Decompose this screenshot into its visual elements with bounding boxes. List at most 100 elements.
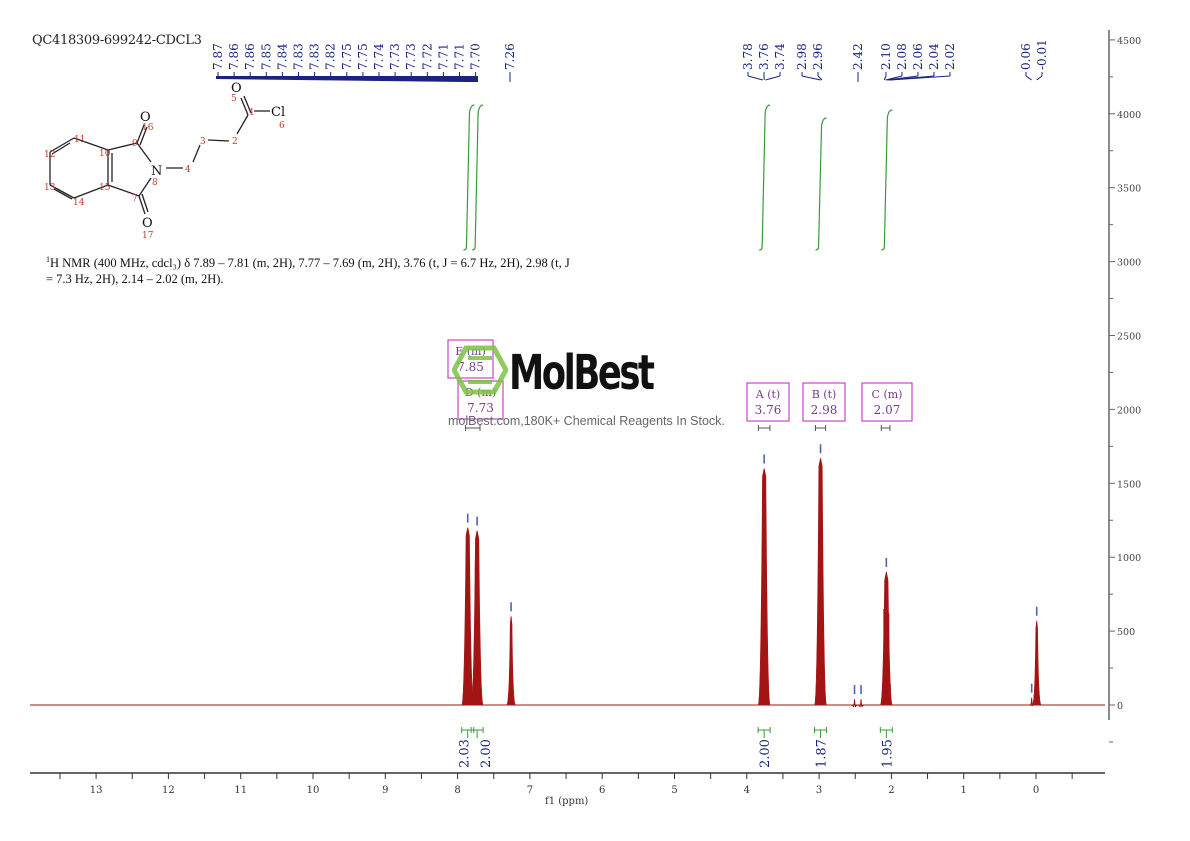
x-tick-label: 2 bbox=[888, 785, 894, 796]
integral-range-marker bbox=[814, 727, 828, 738]
atom-number: 14 bbox=[73, 198, 85, 208]
y-tick-label: 1000 bbox=[1117, 553, 1141, 564]
y-tick-label: 2500 bbox=[1117, 332, 1141, 343]
peak-shift-label: 7.72 bbox=[420, 43, 434, 70]
multiplet-box bbox=[447, 339, 494, 379]
multiplet-range-marker bbox=[814, 425, 827, 431]
x-tick-label: 13 bbox=[90, 785, 103, 796]
sample-id-title: QC418309-699242-CDCL3 bbox=[32, 33, 202, 48]
x-tick-label: 6 bbox=[599, 785, 605, 796]
peak-shift-label: 7.73 bbox=[404, 43, 418, 70]
peak-shift-label: 7.71 bbox=[453, 43, 467, 70]
peak-shift-label: 2.42 bbox=[851, 43, 865, 70]
atom-o16: O bbox=[140, 110, 151, 125]
integral-value: 1.95 bbox=[880, 739, 895, 768]
peak-label-leader bbox=[765, 75, 781, 81]
x-tick-label: 0 bbox=[1033, 785, 1039, 796]
multiplet-shift: 7.73 bbox=[467, 401, 494, 415]
integral-range-marker bbox=[470, 727, 484, 738]
peak-shift-label: 2.02 bbox=[943, 43, 957, 70]
peak-label-bracket bbox=[216, 76, 478, 82]
multiplet-range-marker bbox=[465, 425, 481, 431]
x-tick-label: 4 bbox=[744, 785, 750, 796]
atom-number: 9 bbox=[132, 139, 138, 149]
multiplet-label: C (m) bbox=[872, 388, 903, 401]
chemical-structure: O O N O Cl 1 2 3 4 5 6 7 8 9 10 11 12 13… bbox=[44, 81, 285, 241]
atom-number: 11 bbox=[74, 135, 85, 145]
atom-number: 12 bbox=[44, 150, 55, 160]
peak-label-leader bbox=[883, 75, 887, 81]
atom-number: 16 bbox=[142, 123, 154, 133]
peak-shift-label: 7.71 bbox=[436, 43, 450, 70]
peak-shift-label: 7.85 bbox=[259, 43, 273, 70]
nmr-description: 1H NMR (400 MHz, cdcl₃) δ 7.89 – 7.81 (m… bbox=[46, 252, 626, 287]
atom-number: 8 bbox=[152, 178, 158, 188]
integral-range-marker bbox=[461, 727, 475, 738]
spectrum-peak bbox=[1031, 620, 1042, 706]
peak-shift-label: 0.06 bbox=[1019, 43, 1033, 70]
peak-shift-label: 7.74 bbox=[372, 43, 386, 70]
nmr-text-line1: H NMR (400 MHz, cdcl₃) δ 7.89 – 7.81 (m,… bbox=[50, 256, 570, 271]
peak-label-leader bbox=[1036, 75, 1043, 81]
integral-curve bbox=[815, 117, 827, 251]
peak-label-leader bbox=[801, 75, 821, 81]
spectrum-peak bbox=[1027, 697, 1037, 707]
peak-shift-label: 7.84 bbox=[275, 43, 289, 70]
peak-shift-label: 7.87 bbox=[211, 43, 225, 70]
atom-number: 13 bbox=[44, 183, 56, 193]
peak-label-leader bbox=[889, 75, 951, 81]
atom-number: 7 bbox=[132, 194, 138, 204]
atom-number: 5 bbox=[231, 94, 237, 104]
integral-curve bbox=[881, 109, 893, 251]
multiplet-shift: 3.76 bbox=[755, 403, 782, 417]
spectrum-peak bbox=[849, 699, 860, 708]
x-tick-label: 12 bbox=[162, 785, 175, 796]
peak-shift-label: 7.70 bbox=[469, 43, 483, 70]
y-tick-label: 4000 bbox=[1117, 110, 1141, 121]
multiplet-range-marker bbox=[880, 425, 891, 431]
integral-range-marker bbox=[757, 727, 771, 738]
spectrum-peak bbox=[470, 530, 484, 706]
atom-number: 2 bbox=[232, 137, 238, 147]
atom-n8: N bbox=[151, 164, 162, 179]
multiplet-shift: 2.98 bbox=[811, 403, 838, 417]
spectrum-peak bbox=[856, 699, 866, 708]
peak-shift-label: 7.86 bbox=[243, 43, 257, 70]
peak-shift-label: 7.75 bbox=[356, 43, 370, 70]
peak-shift-label: 7.75 bbox=[340, 43, 354, 70]
peak-shift-label: 2.98 bbox=[795, 43, 809, 70]
peak-shift-label: 2.04 bbox=[927, 43, 941, 70]
peak-shift-label: 2.10 bbox=[879, 43, 893, 70]
atom-number: 15 bbox=[99, 183, 111, 193]
atom-number: 3 bbox=[200, 137, 206, 147]
peak-shift-label: 3.78 bbox=[741, 43, 755, 70]
y-tick-label: 4500 bbox=[1117, 36, 1141, 47]
integral-value: 2.03 bbox=[458, 739, 473, 768]
integral-curve bbox=[472, 104, 484, 251]
atom-number: 17 bbox=[142, 231, 154, 241]
peak-label-leader bbox=[1025, 75, 1032, 81]
peak-shift-label: 7.26 bbox=[503, 43, 517, 70]
x-axis-title: f1 (ppm) bbox=[545, 796, 589, 807]
peak-shift-label: 2.96 bbox=[811, 43, 825, 70]
peak-shift-label: 2.06 bbox=[911, 43, 925, 70]
multiplet-label: B (t) bbox=[812, 388, 837, 401]
multiplet-range-marker bbox=[757, 425, 771, 431]
peak-shift-label: 7.73 bbox=[388, 43, 402, 70]
integral-curve bbox=[463, 104, 475, 251]
nmr-superscript: 1 bbox=[46, 255, 50, 264]
atom-o17: O bbox=[142, 216, 153, 231]
x-tick-label: 3 bbox=[816, 785, 822, 796]
peak-label-leader bbox=[817, 75, 823, 81]
integral-value: 2.00 bbox=[479, 739, 494, 768]
x-tick-label: 5 bbox=[671, 785, 677, 796]
peak-shift-label: -0.01 bbox=[1035, 39, 1049, 70]
integral-curve bbox=[759, 104, 771, 251]
y-tick-label: 2000 bbox=[1117, 405, 1141, 416]
x-tick-label: 9 bbox=[382, 785, 388, 796]
spectrum-peak bbox=[506, 616, 517, 706]
peak-shift-label: 7.82 bbox=[324, 43, 338, 70]
y-tick-label: 1500 bbox=[1117, 479, 1141, 490]
spectrum-peak bbox=[813, 458, 828, 706]
peak-shift-label: 7.83 bbox=[308, 43, 322, 70]
